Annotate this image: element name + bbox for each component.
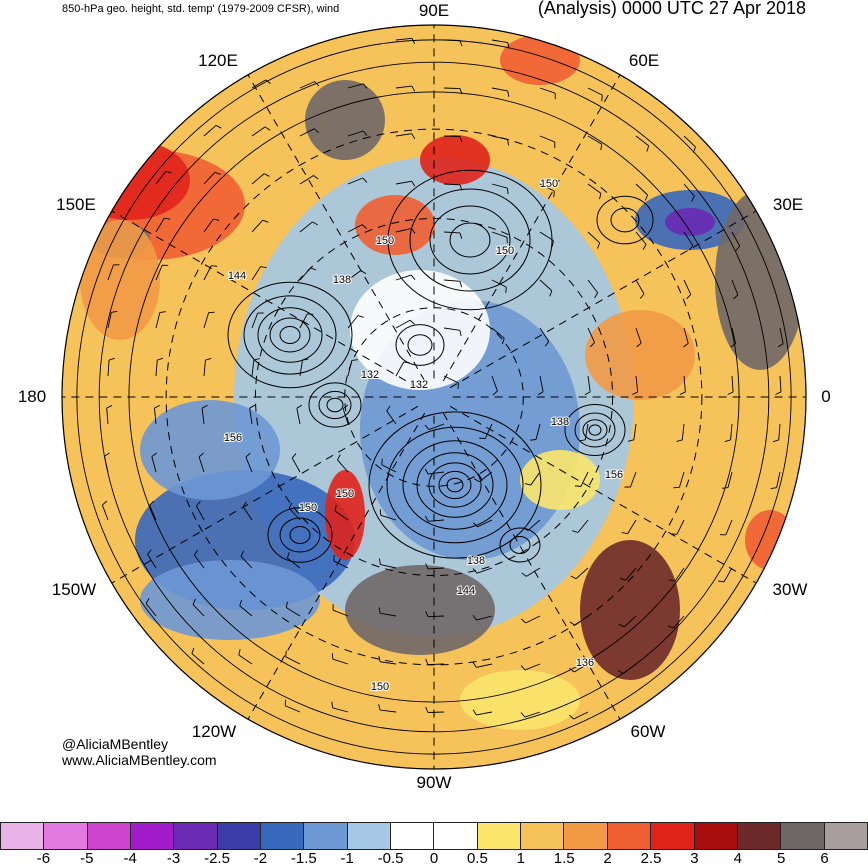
colorbar-tick-label: 0 xyxy=(430,850,438,867)
colorbar-swatch xyxy=(174,822,217,850)
colorbar-swatch xyxy=(88,822,131,850)
colorbar-swatch xyxy=(521,822,564,850)
colorbar-swatch xyxy=(695,822,738,850)
lon-label-180: 180 xyxy=(18,387,46,407)
colorbar-swatch xyxy=(0,822,44,850)
anomaly-patch xyxy=(325,470,365,560)
contour-label: 150 xyxy=(371,681,389,693)
colorbar-swatch xyxy=(564,822,607,850)
colorbar xyxy=(0,822,868,850)
colorbar-swatch xyxy=(825,822,868,850)
contour-label: 150 xyxy=(496,245,514,257)
wind-barb-flag xyxy=(507,188,508,194)
anomaly-patch xyxy=(580,540,680,680)
colorbar-tick-label: 4 xyxy=(734,850,742,867)
lon-label-150e: 150E xyxy=(56,195,96,215)
colorbar-ticks: -6 -5 -4 -3 -2.5 -2 -1.5 -1 -0.5 0 0.5 1 1.5 2 2.5 3 4 5 6 xyxy=(0,850,868,866)
lon-label-60w: 60W xyxy=(631,722,666,742)
anomaly-patch xyxy=(140,400,280,500)
colorbar-tick-label: 0.5 xyxy=(467,850,488,867)
credit-handle: @AliciaMBentley xyxy=(62,736,217,752)
wind-barb-flag xyxy=(334,555,335,561)
anomaly-patch xyxy=(345,565,495,655)
colorbar-tick-label: 2.5 xyxy=(641,850,662,867)
colorbar-swatch xyxy=(304,822,347,850)
lon-label-90e: 90E xyxy=(419,1,449,21)
credit-website[interactable]: www.AliciaMBentley.com xyxy=(62,752,217,768)
contour-label: 156 xyxy=(605,469,623,481)
colorbar-tick-label: -2 xyxy=(254,850,267,867)
colorbar-swatch xyxy=(608,822,651,850)
colorbar-tick-label: -3 xyxy=(167,850,180,867)
contour-label: 138 xyxy=(333,274,351,286)
colorbar-swatch xyxy=(348,822,391,850)
contour-label: 138 xyxy=(467,555,485,567)
contour-label: 156 xyxy=(224,432,242,444)
anomaly-patch xyxy=(305,80,385,160)
contour-label: 150 xyxy=(299,502,317,514)
colorbar-tick-label: 1.5 xyxy=(554,850,575,867)
contour-label: 150 xyxy=(376,235,394,247)
wind-barb xyxy=(428,712,444,713)
colorbar-tick-label: -5 xyxy=(80,850,93,867)
wind-barb-flag xyxy=(286,651,287,657)
lon-label-0: 0 xyxy=(821,387,830,407)
wind-barb-flag xyxy=(506,287,507,293)
contour-label: 138 xyxy=(551,416,569,428)
colorbar-swatch xyxy=(434,822,477,850)
contour-label: 150 xyxy=(540,178,558,190)
wind-barb xyxy=(444,88,460,89)
colorbar-tick-label: 2 xyxy=(603,850,611,867)
wind-barb-flag xyxy=(307,314,313,315)
lon-label-120e: 120E xyxy=(198,51,238,71)
colorbar-swatch xyxy=(651,822,694,850)
polar-map: 150 144 150 138 150 132 132 138 156 156 150 150 138 1… xyxy=(0,0,868,820)
colorbar-swatch xyxy=(391,822,434,850)
wind-barb-flag xyxy=(671,534,677,535)
lon-label-60e: 60E xyxy=(629,51,659,71)
anomaly-patch xyxy=(500,35,580,85)
contour-label: 132 xyxy=(361,369,379,381)
lon-label-30w: 30W xyxy=(773,580,808,600)
credits: @AliciaMBentley www.AliciaMBentley.com xyxy=(62,736,217,768)
colorbar-swatch xyxy=(781,822,824,850)
wind-barb xyxy=(428,664,444,665)
lon-label-150w: 150W xyxy=(52,580,96,600)
colorbar-tick-label: -4 xyxy=(124,850,137,867)
colorbar-tick-label: 6 xyxy=(820,850,828,867)
wind-barb-flag xyxy=(332,702,333,708)
colorbar-swatch xyxy=(478,822,521,850)
anomaly-patch xyxy=(355,195,435,255)
anomaly-patch xyxy=(585,310,695,400)
anomaly-patch xyxy=(520,450,600,510)
colorbar-tick-label: 1 xyxy=(517,850,525,867)
wind-barb-flag xyxy=(211,266,217,267)
contour-label: 144 xyxy=(457,585,475,597)
wind-barb xyxy=(444,136,460,137)
lon-label-30e: 30E xyxy=(773,195,803,215)
colorbar-tick-label: -6 xyxy=(37,850,50,867)
wind-barb-flag xyxy=(554,191,555,197)
colorbar-swatch xyxy=(261,822,304,850)
anomaly-patch xyxy=(420,135,490,185)
contour-label: 132 xyxy=(410,379,428,391)
colorbar-tick-label: -2.5 xyxy=(204,850,230,867)
contour-label: 150 xyxy=(336,488,354,500)
colorbar-swatch xyxy=(218,822,261,850)
wind-barb-flag xyxy=(602,95,603,101)
lon-label-90w: 90W xyxy=(417,773,452,793)
colorbar-tick-label: -1 xyxy=(341,850,354,867)
wind-barb-flag xyxy=(382,459,383,465)
colorbar-swatch xyxy=(738,822,781,850)
colorbar-tick-label: -1.5 xyxy=(291,850,317,867)
contour-label: 136 xyxy=(576,657,594,669)
colorbar-tick-label: 3 xyxy=(690,850,698,867)
anomaly-patch xyxy=(140,560,320,640)
colorbar-tick-label: 5 xyxy=(777,850,785,867)
colorbar-tick-label: -0.5 xyxy=(378,850,404,867)
colorbar-swatch xyxy=(131,822,174,850)
contour-label: 144 xyxy=(228,270,246,282)
colorbar-swatch xyxy=(44,822,87,850)
